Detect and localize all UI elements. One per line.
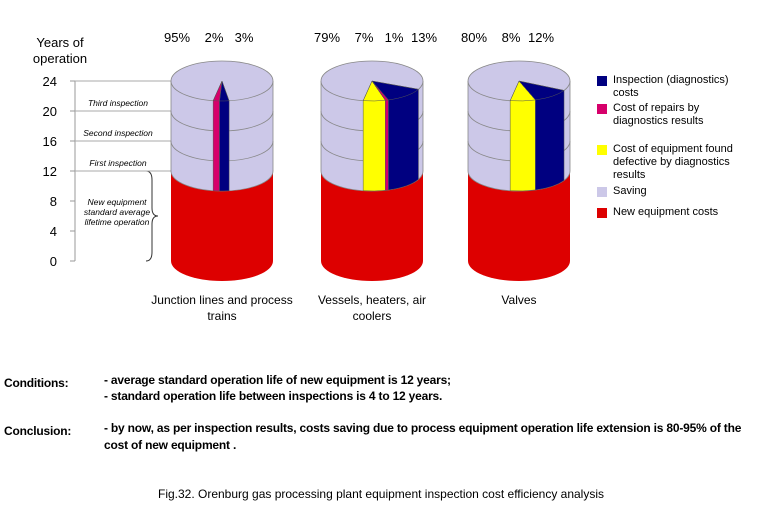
brace bbox=[145, 170, 159, 262]
value-label: 79% bbox=[314, 30, 340, 45]
y-tick-label: 4 bbox=[50, 224, 57, 239]
category-label: Junction lines and process trains bbox=[151, 293, 293, 323]
caption: Fig.32. Orenburg gas processing plant eq… bbox=[157, 487, 605, 501]
y-tick-label: 8 bbox=[50, 194, 57, 209]
condition: - standard operation life between inspec… bbox=[104, 389, 443, 403]
conditions: - average standard operation life of new… bbox=[104, 372, 451, 404]
y-tick-label: 20 bbox=[43, 104, 57, 119]
value-label: 3% bbox=[235, 30, 254, 45]
value-label: 2% bbox=[205, 30, 224, 45]
chart: Third inspection Second inspection First… bbox=[43, 30, 571, 281]
cost-slice bbox=[518, 80, 565, 191]
legend-label: Saving bbox=[613, 185, 647, 197]
conclusion-label: Conclusion: bbox=[4, 424, 72, 438]
value-label: 7% bbox=[355, 30, 374, 45]
legend-swatch bbox=[597, 104, 607, 114]
new-equipment-cost bbox=[321, 171, 423, 281]
cost-slice bbox=[362, 80, 386, 192]
cost-slice bbox=[509, 80, 536, 192]
y-tick-label: 24 bbox=[43, 74, 57, 89]
cost-slice bbox=[371, 80, 420, 191]
y-tick-label: 0 bbox=[50, 254, 57, 269]
value-label: 8% bbox=[502, 30, 521, 45]
condition: - average standard operation life of new… bbox=[104, 373, 451, 387]
cost-slice bbox=[219, 80, 230, 192]
value-label: 80% bbox=[461, 30, 487, 45]
annotation: Third inspection bbox=[88, 98, 148, 108]
y-tick-label: 12 bbox=[43, 164, 57, 179]
new-equipment-cost bbox=[171, 171, 273, 281]
legend-label: Cost of equipment found defective by dia… bbox=[613, 143, 733, 181]
new-equipment-cost bbox=[468, 171, 570, 281]
legend-label: Inspection (diagnostics) costs bbox=[613, 74, 729, 99]
conclusion: - by now, as per inspection results, cos… bbox=[104, 421, 742, 452]
value-label: 1% bbox=[385, 30, 404, 45]
legend-swatch bbox=[597, 187, 607, 197]
annotation: First inspection bbox=[89, 158, 146, 168]
conditions-label: Conditions: bbox=[4, 376, 69, 390]
legend-label: New equipment costs bbox=[613, 206, 719, 218]
y-tick-label: 16 bbox=[43, 134, 57, 149]
value-label: 13% bbox=[411, 30, 437, 45]
annotation: New equipment standard average lifetime … bbox=[83, 197, 151, 227]
legend-swatch bbox=[597, 145, 607, 155]
category-label: Valves bbox=[501, 293, 537, 307]
category-label: Vessels, heaters, air coolers bbox=[317, 293, 427, 323]
annotation: Second inspection bbox=[83, 128, 153, 138]
value-label: 12% bbox=[528, 30, 554, 45]
y-axis-label: Years of operation bbox=[32, 35, 88, 66]
legend-swatch bbox=[597, 208, 607, 218]
value-label: 95% bbox=[164, 30, 190, 45]
legend-label: Cost of repairs by diagnostics results bbox=[613, 102, 704, 127]
legend-swatch bbox=[597, 76, 607, 86]
